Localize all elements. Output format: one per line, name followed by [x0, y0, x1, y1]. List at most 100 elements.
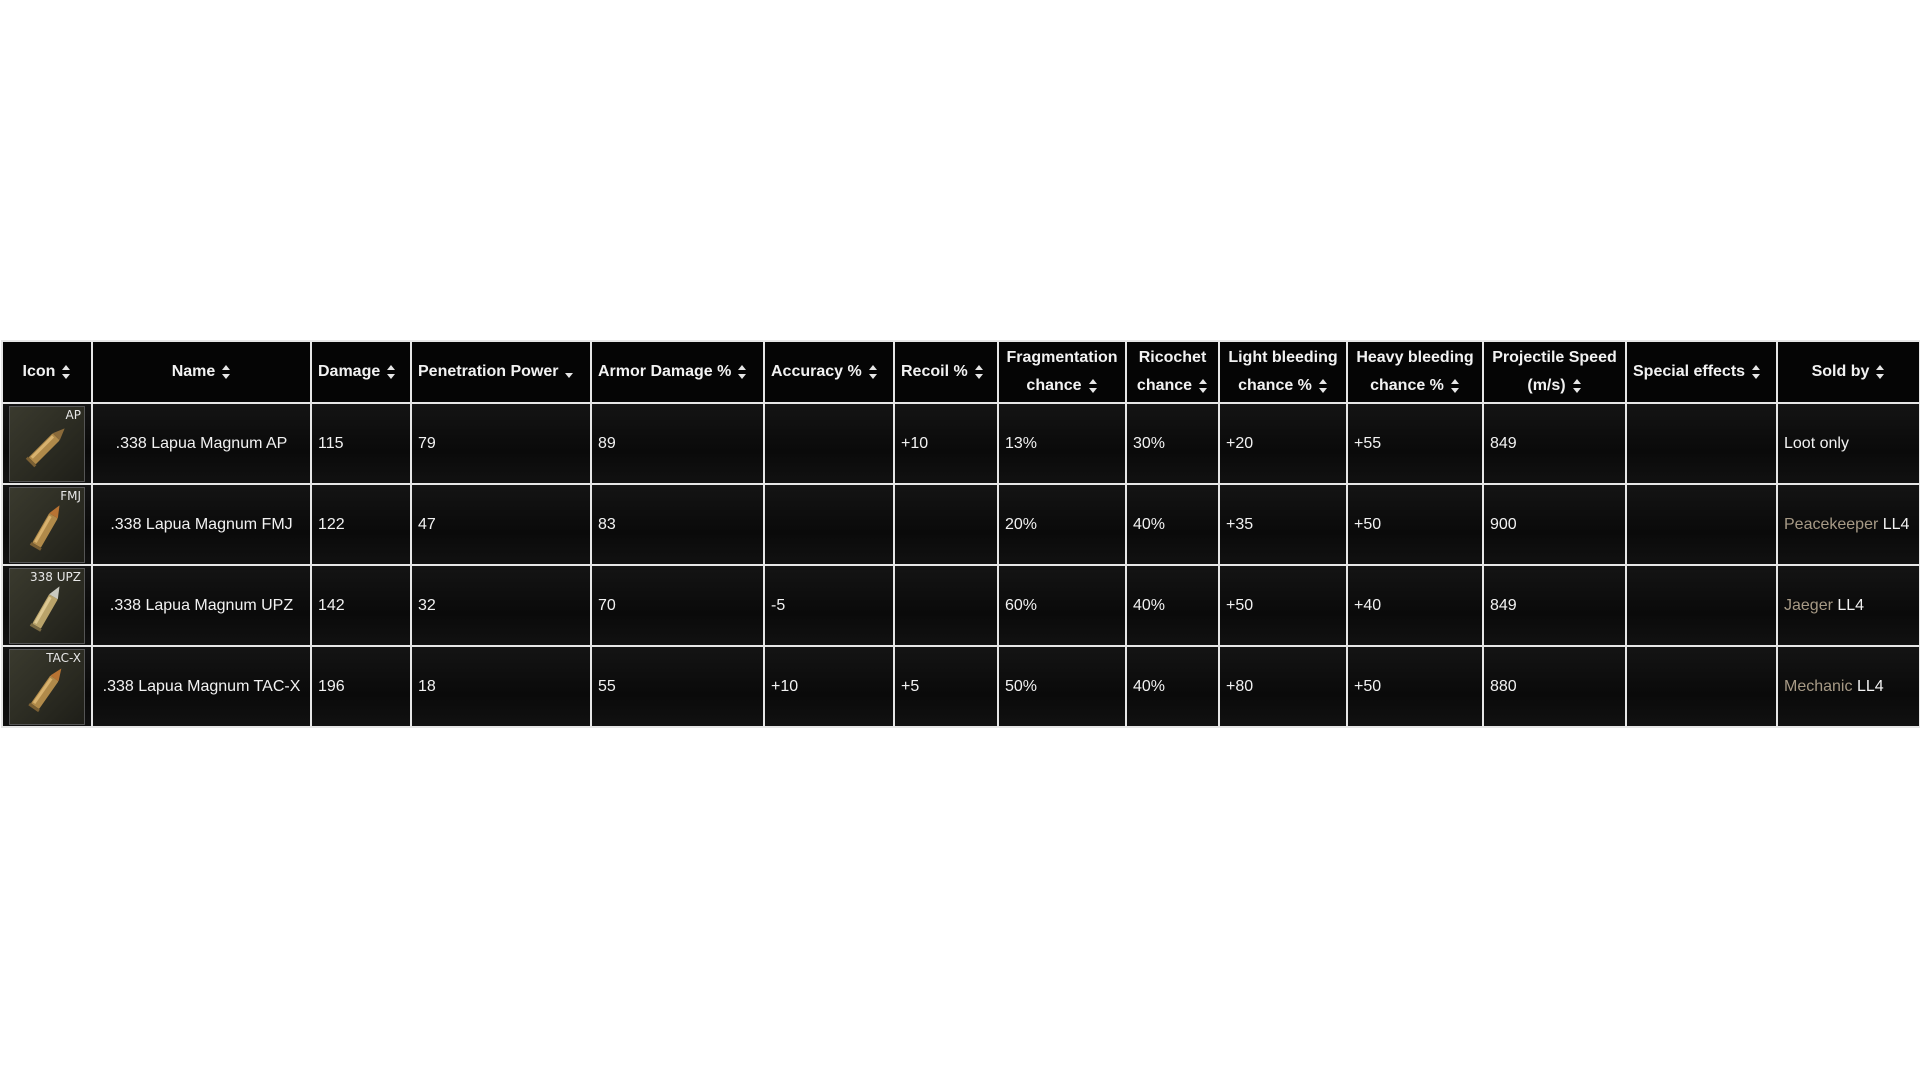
cell-damage: 196 — [310, 645, 412, 728]
col-label-line1: Fragmentation — [1006, 349, 1118, 366]
table-header: Icon Name Damage Penetration Power Armor… — [1, 340, 1920, 404]
ammo-icon-tag: TAC-X — [46, 650, 81, 665]
cell-accuracy: -5 — [763, 564, 895, 647]
ammo-name-link[interactable]: .338 Lapua Magnum FMJ — [110, 515, 293, 533]
cell-heavy-bleeding: +40 — [1346, 564, 1484, 647]
sort-desc-icon — [564, 364, 574, 380]
col-label: Sold by — [1811, 363, 1870, 380]
ammo-name-link[interactable]: .338 Lapua Magnum AP — [115, 434, 288, 452]
cell-special-effects — [1625, 564, 1778, 647]
col-header-heavy-bleeding[interactable]: Heavy bleeding chance % — [1346, 340, 1484, 404]
sort-both-icon — [1751, 364, 1761, 380]
cell-projectile-speed: 900 — [1482, 483, 1627, 566]
cell-accuracy — [763, 402, 895, 485]
cell-accuracy: +10 — [763, 645, 895, 728]
trader-link[interactable]: Mechanic — [1784, 677, 1853, 695]
col-label-line2: chance — [1136, 377, 1193, 394]
cell-accuracy — [763, 483, 895, 566]
col-label: Recoil % — [901, 363, 968, 380]
col-header-accuracy[interactable]: Accuracy % — [763, 340, 895, 404]
cell-penetration: 47 — [410, 483, 592, 566]
sort-both-icon — [61, 364, 71, 380]
col-label: Special effects — [1633, 363, 1746, 380]
cell-projectile-speed: 849 — [1482, 402, 1627, 485]
sort-both-icon — [737, 364, 747, 380]
cell-light-bleeding: +35 — [1218, 483, 1348, 566]
bullet-cartridge-icon — [29, 585, 60, 632]
cell-sold-by: Loot only — [1776, 402, 1920, 485]
col-header-light-bleeding[interactable]: Light bleeding chance % — [1218, 340, 1348, 404]
cell-fragmentation: 20% — [997, 483, 1127, 566]
col-header-projectile-speed[interactable]: Projectile Speed (m/s) — [1482, 340, 1627, 404]
ammo-icon-tag: AP — [65, 407, 81, 422]
cell-projectile-speed: 880 — [1482, 645, 1627, 728]
cell-icon[interactable]: FMJ — [1, 483, 93, 566]
cell-icon[interactable]: 338 UPZ — [1, 564, 93, 647]
cell-recoil — [893, 483, 999, 566]
cell-recoil: +10 — [893, 402, 999, 485]
col-label: Armor Damage % — [598, 363, 732, 380]
col-header-name[interactable]: Name — [91, 340, 312, 404]
col-header-fragmentation[interactable]: Fragmentation chance — [997, 340, 1127, 404]
ammo-icon[interactable]: TAC-X — [9, 648, 85, 725]
cell-heavy-bleeding: +50 — [1346, 483, 1484, 566]
cell-special-effects — [1625, 402, 1778, 485]
col-header-damage[interactable]: Damage — [310, 340, 412, 404]
col-header-special-effects[interactable]: Special effects — [1625, 340, 1778, 404]
col-label-line2: chance — [1026, 377, 1082, 394]
ammo-table-container: Icon Name Damage Penetration Power Armor… — [1, 340, 1920, 728]
cell-fragmentation: 13% — [997, 402, 1127, 485]
cell-name[interactable]: .338 Lapua Magnum AP — [91, 402, 312, 485]
table-row: TAC-X .338 Lapua Magnum TAC-X 196 18 55 … — [1, 645, 1920, 728]
ammo-name-link[interactable]: .338 Lapua Magnum TAC-X — [102, 677, 301, 695]
col-label: Icon — [22, 363, 56, 380]
cell-recoil: +5 — [893, 645, 999, 728]
col-header-penetration[interactable]: Penetration Power — [410, 340, 592, 404]
cell-ricochet: 40% — [1125, 483, 1220, 566]
trader-link[interactable]: Jaeger — [1784, 596, 1833, 614]
sort-both-icon — [974, 364, 984, 380]
sort-both-icon — [1198, 378, 1208, 394]
cell-special-effects — [1625, 645, 1778, 728]
header-row: Icon Name Damage Penetration Power Armor… — [1, 340, 1920, 404]
cell-icon[interactable]: AP — [1, 402, 93, 485]
ammo-icon[interactable]: FMJ — [9, 486, 85, 563]
col-header-sold-by[interactable]: Sold by — [1776, 340, 1920, 404]
cell-armor-damage: 70 — [590, 564, 765, 647]
loyalty-level: LL4 — [1837, 596, 1865, 614]
table-row: AP .338 Lapua Magnum AP 115 79 89 +10 13… — [1, 402, 1920, 485]
cell-fragmentation: 60% — [997, 564, 1127, 647]
ammo-icon[interactable]: 338 UPZ — [9, 567, 85, 644]
table-body: AP .338 Lapua Magnum AP 115 79 89 +10 13… — [1, 402, 1920, 728]
table-row: FMJ .338 Lapua Magnum FMJ 122 47 83 20% … — [1, 483, 1920, 566]
cell-fragmentation: 50% — [997, 645, 1127, 728]
bullet-cartridge-icon — [28, 668, 62, 712]
table-row: 338 UPZ .338 Lapua Magnum UPZ 142 32 70 … — [1, 564, 1920, 647]
cell-heavy-bleeding: +55 — [1346, 402, 1484, 485]
col-header-icon[interactable]: Icon — [1, 340, 93, 404]
loyalty-level: LL4 — [1882, 515, 1910, 533]
col-header-ricochet[interactable]: Ricochet chance — [1125, 340, 1220, 404]
trader-link[interactable]: Peacekeeper — [1784, 515, 1879, 533]
cell-icon[interactable]: TAC-X — [1, 645, 93, 728]
loyalty-level: LL4 — [1856, 677, 1884, 695]
cell-projectile-speed: 849 — [1482, 564, 1627, 647]
ammo-icon[interactable]: AP — [9, 405, 85, 482]
sort-both-icon — [1572, 378, 1582, 394]
bullet-cartridge-icon — [25, 427, 65, 467]
cell-name[interactable]: .338 Lapua Magnum FMJ — [91, 483, 312, 566]
cell-damage: 122 — [310, 483, 412, 566]
cell-heavy-bleeding: +50 — [1346, 645, 1484, 728]
col-header-recoil[interactable]: Recoil % — [893, 340, 999, 404]
col-label: Accuracy % — [771, 363, 862, 380]
ammo-name-link[interactable]: .338 Lapua Magnum UPZ — [109, 596, 294, 614]
bullet-cartridge-icon — [29, 504, 60, 551]
cell-name[interactable]: .338 Lapua Magnum TAC-X — [91, 645, 312, 728]
sort-both-icon — [221, 364, 231, 380]
cell-sold-by: Mechanic LL4 — [1776, 645, 1920, 728]
cell-name[interactable]: .338 Lapua Magnum UPZ — [91, 564, 312, 647]
cell-penetration: 79 — [410, 402, 592, 485]
col-label: Penetration Power — [418, 363, 559, 380]
loyalty-level: Loot only — [1784, 434, 1849, 452]
col-header-armor-damage[interactable]: Armor Damage % — [590, 340, 765, 404]
